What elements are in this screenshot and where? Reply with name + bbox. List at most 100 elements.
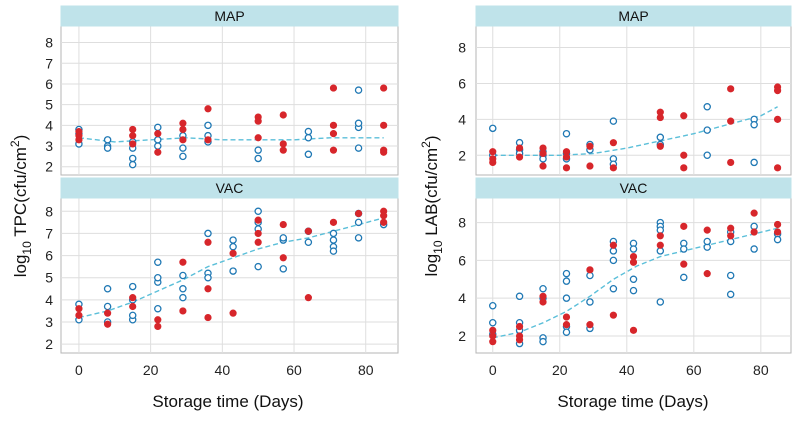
right-vac-open-point: [680, 245, 688, 253]
left-x-tick-label: 0: [75, 362, 83, 378]
left-vac-filled-point: [254, 229, 262, 238]
left-vac-open-point: [154, 273, 162, 282]
left-map-open-point: [354, 119, 363, 128]
left-map-filled-point: [329, 84, 338, 92]
right-x-tick-label: 80: [753, 362, 769, 378]
left-map-filled-point: [204, 136, 212, 144]
left-vac-filled-point: [154, 322, 162, 331]
right-map-filled-point: [727, 117, 735, 125]
right-vac-filled-point: [773, 228, 782, 236]
right-map-filled-point: [680, 151, 688, 159]
left-map-filled-point: [154, 130, 162, 138]
left-map-filled-point: [179, 136, 187, 144]
x-axis-title-left: Storage time (Days): [152, 392, 303, 411]
right-vac-filled-point: [680, 260, 688, 268]
left-vac-filled-point: [75, 311, 83, 319]
left-map-filled-point: [179, 125, 187, 134]
right-vac-filled-point: [539, 298, 547, 306]
right-map-y-tick-label: 8: [458, 40, 466, 56]
left-map-strip: [60, 5, 399, 27]
left-map-panel: [60, 25, 399, 176]
left-vac-filled-point: [279, 220, 287, 229]
left-vac-y-tick-label: 8: [45, 203, 53, 219]
left-vac-open-point: [154, 258, 162, 266]
left-vac-filled-point: [229, 249, 237, 257]
right-map-filled-point: [489, 148, 497, 156]
right-x-tick-label: 60: [686, 362, 702, 378]
left-vac-open-point: [128, 311, 137, 320]
right-vac-open-point: [562, 277, 571, 285]
left-map-open-point: [179, 152, 187, 161]
right-vac-filled-point: [750, 209, 758, 217]
right-map-open-point: [750, 158, 758, 167]
left-vac-filled-point: [380, 212, 388, 220]
right-map-filled-point: [539, 162, 547, 170]
right-vac-open-point: [773, 235, 782, 244]
right-vac-open-point: [629, 245, 638, 253]
left-vac-open-point: [204, 273, 212, 282]
left-vac-filled-point: [129, 302, 137, 311]
right-vac-filled-point: [515, 322, 524, 331]
left-map-y-tick-label: 5: [45, 97, 53, 113]
left-vac-y-tick-label: 2: [45, 336, 53, 352]
right-vac-open-point: [539, 337, 547, 346]
right-map-open-point: [703, 103, 711, 111]
left-map-filled-point: [279, 140, 287, 148]
left-vac-open-point: [254, 262, 262, 271]
right-map-filled-point: [586, 162, 594, 170]
right-map-filled-point: [680, 112, 688, 120]
left-vac-open-point: [103, 285, 112, 293]
right-vac-filled-point: [489, 338, 497, 346]
left-vac-filled-point: [279, 254, 287, 262]
right-chart: Storage time (Days) log10 LAB(cfu/cm2) 2…: [419, 5, 792, 411]
left-vac-open-point: [279, 265, 288, 273]
left-vac-filled-point: [254, 238, 262, 246]
left-map-open-point: [354, 144, 363, 152]
right-x-tick-label: 40: [619, 362, 635, 378]
right-vac-open-point: [656, 298, 665, 306]
left-map-filled-point: [129, 132, 137, 140]
left-map-filled-point: [129, 125, 137, 134]
right-map-filled-point: [562, 153, 571, 161]
right-vac-filled-point: [750, 228, 758, 236]
right-map-filled-point: [773, 164, 782, 172]
right-map-filled-point: [562, 164, 571, 172]
right-map-filled-point: [656, 113, 664, 122]
right-vac-filled-point: [703, 270, 711, 278]
right-map-open-point: [609, 117, 618, 125]
left-vac-open-point: [229, 236, 237, 244]
left-vac-filled-point: [229, 309, 237, 317]
right-vac-open-point: [515, 292, 524, 301]
right-vac-filled-point: [629, 326, 638, 334]
right-map-filled-point: [773, 115, 782, 123]
left-vac-filled-point: [204, 313, 212, 322]
left-vac-strip: [60, 177, 399, 199]
right-map-filled-point: [515, 144, 524, 152]
left-map-filled-point: [329, 146, 338, 154]
right-map-strip-label: MAP: [618, 8, 648, 24]
right-vac-open-point: [562, 269, 571, 278]
left-x-tick-label: 60: [286, 362, 302, 378]
right-vac-y-tick-label: 2: [458, 328, 466, 344]
left-map-open-point: [154, 142, 162, 150]
left-map-y-tick-label: 3: [45, 138, 53, 154]
right-vac-filled-point: [586, 321, 594, 329]
right-vac-open-point: [726, 271, 735, 280]
right-map-y-tick-label: 4: [458, 111, 466, 127]
right-vac-open-point: [629, 286, 638, 295]
right-vac-filled-point: [656, 232, 664, 240]
left-vac-filled-point: [104, 320, 112, 328]
left-map-filled-point: [279, 111, 287, 119]
right-x-tick-label: 20: [552, 362, 568, 378]
right-vac-filled-point: [609, 241, 617, 249]
left-vac-open-point: [179, 285, 187, 293]
right-vac-open-point: [539, 284, 547, 293]
left-vac-open-point: [329, 229, 338, 238]
right-vac-filled-point: [609, 311, 617, 319]
right-map-open-point: [489, 124, 497, 133]
left-map-trend-line: [78, 137, 384, 143]
left-vac-y-tick-label: 5: [45, 270, 53, 286]
left-vac-filled-point: [304, 227, 312, 235]
left-vac-open-point: [229, 267, 237, 275]
